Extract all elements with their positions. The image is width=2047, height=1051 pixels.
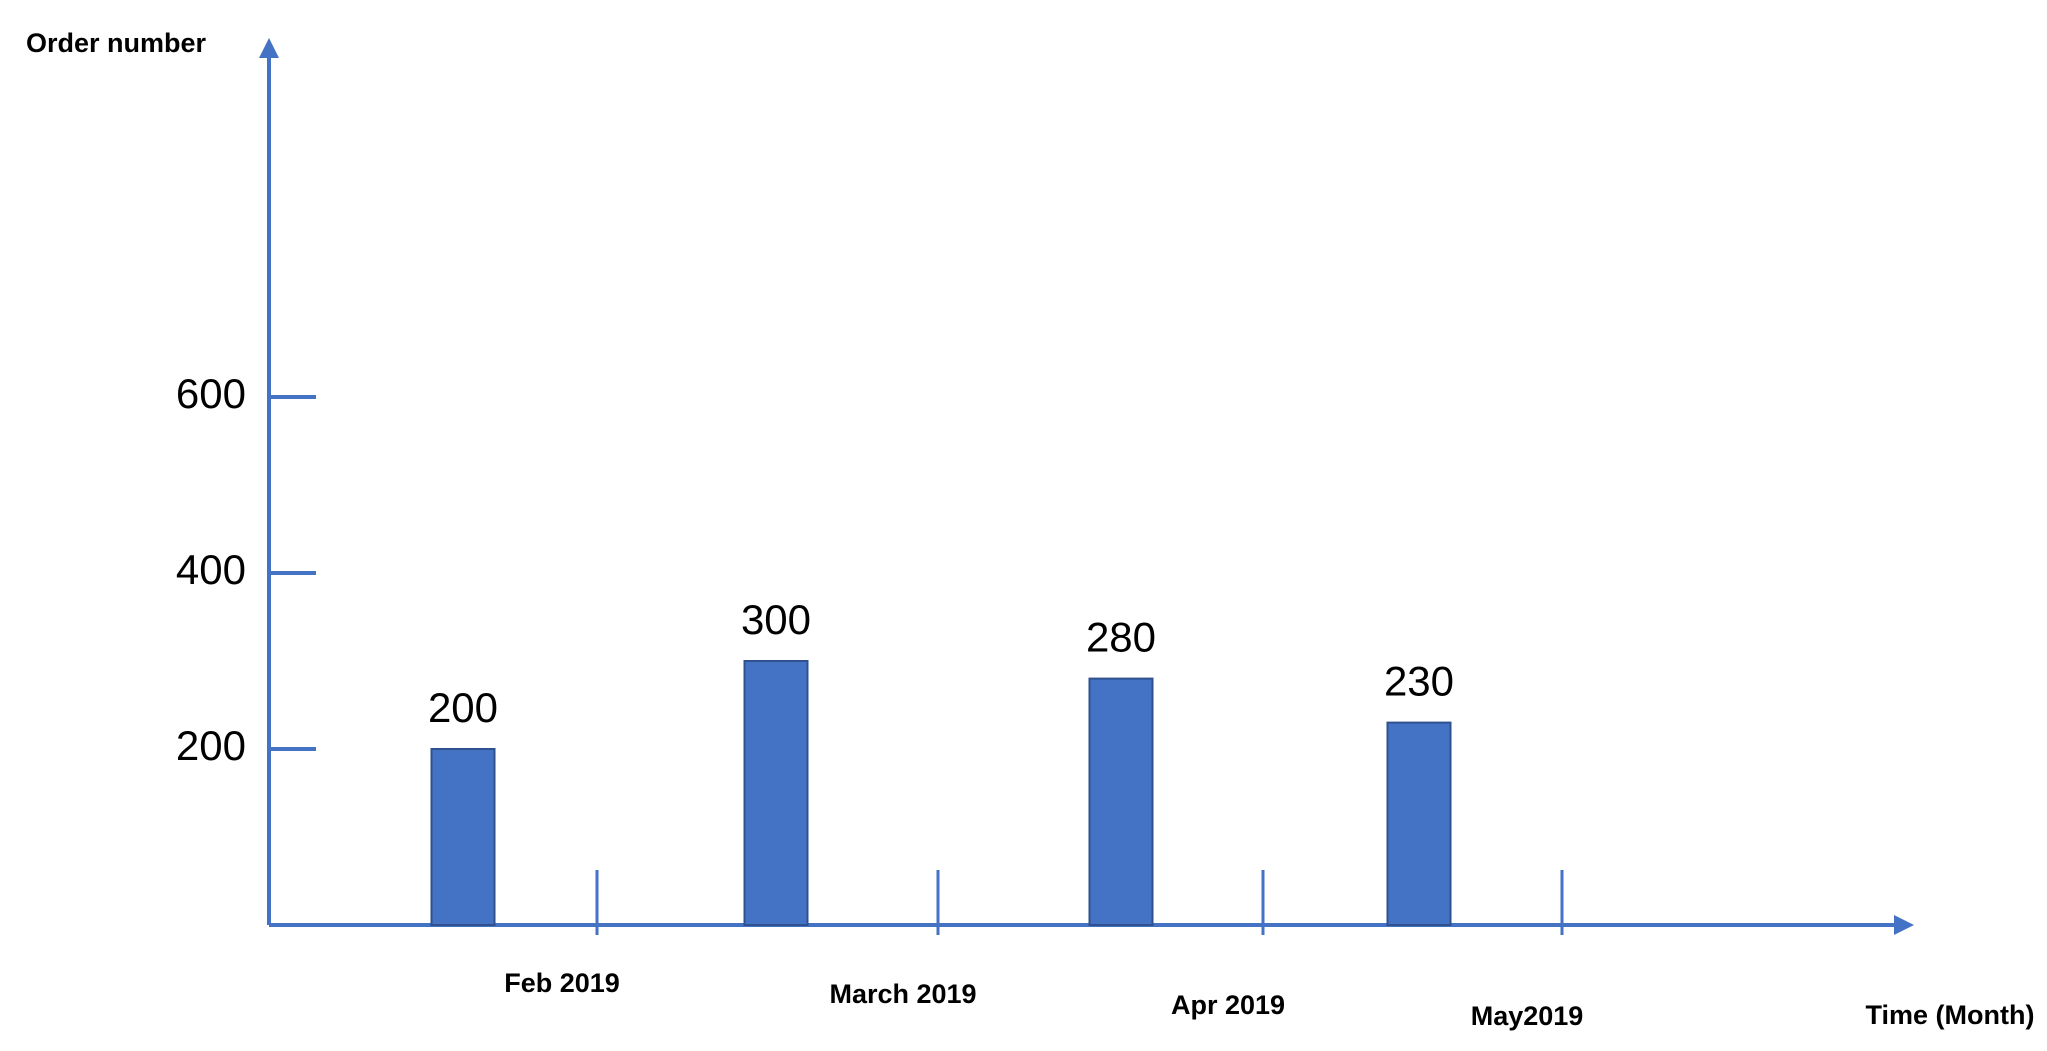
- x-tick-label: March 2019: [829, 979, 976, 1009]
- value-label: 280: [1086, 614, 1156, 661]
- x-axis-label: Time (Month): [1866, 1000, 2035, 1030]
- bar: [1386, 721, 1452, 926]
- bar: [430, 748, 496, 926]
- y-tick-label: 600: [176, 370, 246, 417]
- bar: [743, 660, 809, 926]
- bar: [1088, 677, 1154, 926]
- y-axis-label: Order number: [26, 28, 207, 58]
- x-tick-label: May2019: [1471, 1001, 1584, 1031]
- value-label: 300: [741, 596, 811, 643]
- y-tick-label: 200: [176, 722, 246, 769]
- x-tick-label: Apr 2019: [1171, 990, 1285, 1020]
- value-label: 200: [428, 684, 498, 731]
- x-tick-label: Feb 2019: [504, 968, 620, 998]
- y-tick-label: 400: [176, 546, 246, 593]
- value-label: 230: [1384, 658, 1454, 705]
